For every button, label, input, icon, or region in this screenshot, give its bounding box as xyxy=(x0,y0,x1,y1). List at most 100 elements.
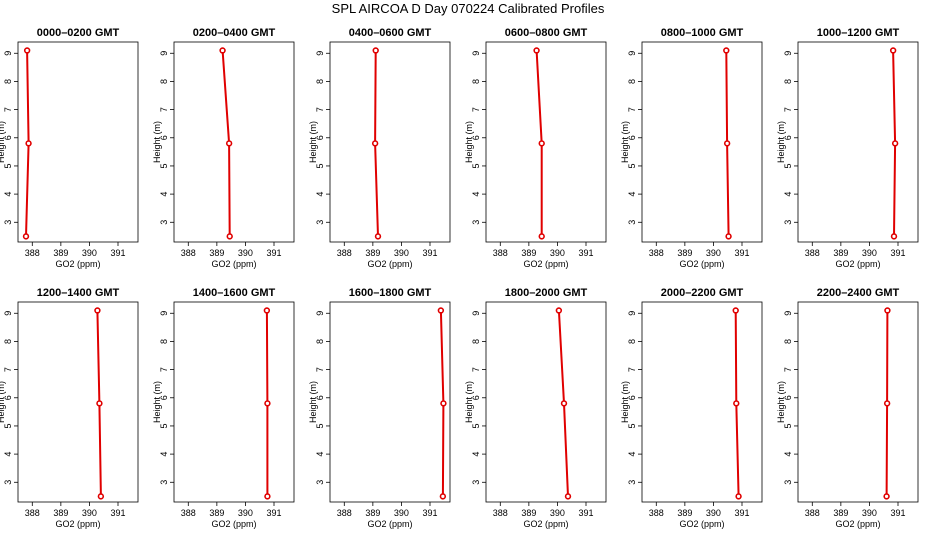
y-tick-label: 8 xyxy=(159,339,169,344)
y-tick-label: 8 xyxy=(159,79,169,84)
y-axis-label: Height (m) xyxy=(152,121,162,163)
x-tick-label: 389 xyxy=(209,508,224,518)
x-tick-label: 391 xyxy=(266,248,281,258)
x-tick-label: 390 xyxy=(706,508,721,518)
y-tick-label: 8 xyxy=(783,79,793,84)
profile-point xyxy=(372,47,379,54)
y-tick-label: 5 xyxy=(315,163,325,168)
y-tick-label: 9 xyxy=(3,51,13,56)
x-axis-label: GO2 (ppm) xyxy=(835,519,880,529)
y-tick-label: 9 xyxy=(627,51,637,56)
y-tick-label: 5 xyxy=(783,163,793,168)
x-axis-label: GO2 (ppm) xyxy=(523,519,568,529)
y-tick-label: 6 xyxy=(3,395,13,400)
x-tick-label: 388 xyxy=(649,508,664,518)
x-axis-label: GO2 (ppm) xyxy=(367,259,412,269)
profile-point xyxy=(440,400,447,407)
y-tick-label: 3 xyxy=(3,480,13,485)
y-tick-label: 8 xyxy=(471,339,481,344)
y-tick-label: 7 xyxy=(159,107,169,112)
y-tick-label: 4 xyxy=(783,192,793,197)
plot-frame xyxy=(641,301,763,503)
x-tick-label: 389 xyxy=(53,508,68,518)
y-tick-label: 6 xyxy=(627,395,637,400)
profile-point xyxy=(725,233,732,240)
x-tick-label: 389 xyxy=(833,248,848,258)
y-tick-label: 7 xyxy=(471,107,481,112)
plot-frame xyxy=(641,41,763,243)
y-tick-label: 8 xyxy=(627,79,637,84)
y-tick-label: 9 xyxy=(3,311,13,316)
profile-point xyxy=(226,233,233,240)
y-tick-label: 8 xyxy=(315,79,325,84)
panel-title: 0000–0200 GMT xyxy=(37,27,120,39)
y-axis-label: Height (m) xyxy=(776,381,786,423)
y-tick-label: 6 xyxy=(159,135,169,140)
plot-frame xyxy=(173,301,295,503)
x-tick-label: 390 xyxy=(238,508,253,518)
x-tick-label: 389 xyxy=(365,248,380,258)
y-tick-label: 3 xyxy=(627,220,637,225)
profile-point xyxy=(560,400,568,407)
profile-point xyxy=(538,140,545,147)
x-tick-label: 391 xyxy=(734,248,749,258)
profile-point xyxy=(889,47,897,54)
y-tick-label: 9 xyxy=(783,311,793,316)
x-tick-label: 390 xyxy=(706,248,721,258)
x-tick-label: 391 xyxy=(110,508,125,518)
panel-8: 1400–1600 GMT 388 389 390 391 3 4 5 6 7 8 9 GO2 (ppm… xyxy=(152,287,295,529)
profile-point xyxy=(735,493,742,500)
y-tick-label: 4 xyxy=(315,192,325,197)
x-tick-label: 391 xyxy=(578,248,593,258)
x-axis-label: GO2 (ppm) xyxy=(523,259,568,269)
panel-title: 2200–2400 GMT xyxy=(817,287,900,299)
profile-point xyxy=(733,400,740,407)
panel-4: 0600–0800 GMT 388 389 390 391 3 4 5 6 7 8 9 GO2 (ppm… xyxy=(464,27,607,269)
plot-frame xyxy=(173,41,295,243)
y-tick-label: 5 xyxy=(783,423,793,428)
y-tick-label: 3 xyxy=(471,480,481,485)
x-tick-label: 388 xyxy=(493,508,508,518)
x-tick-label: 391 xyxy=(266,508,281,518)
y-tick-label: 6 xyxy=(3,135,13,140)
y-tick-label: 7 xyxy=(3,367,13,372)
profile-point xyxy=(439,493,447,500)
x-tick-label: 389 xyxy=(677,508,692,518)
x-tick-label: 388 xyxy=(181,248,196,258)
y-tick-label: 3 xyxy=(315,480,325,485)
y-tick-label: 4 xyxy=(471,452,481,457)
y-tick-label: 4 xyxy=(627,452,637,457)
x-tick-label: 388 xyxy=(805,248,820,258)
y-tick-label: 9 xyxy=(159,311,169,316)
x-axis-label: GO2 (ppm) xyxy=(55,259,100,269)
y-axis-label: Height (m) xyxy=(464,121,474,163)
x-tick-label: 388 xyxy=(493,248,508,258)
y-tick-label: 8 xyxy=(783,339,793,344)
y-tick-label: 3 xyxy=(159,220,169,225)
y-tick-label: 4 xyxy=(159,452,169,457)
x-tick-label: 388 xyxy=(649,248,664,258)
panel-10: 1800–2000 GMT 388 389 390 391 3 4 5 6 7 8 9 GO2 (ppm… xyxy=(464,287,607,529)
x-tick-label: 388 xyxy=(181,508,196,518)
x-axis-label: GO2 (ppm) xyxy=(679,259,724,269)
panel-title: 0400–0600 GMT xyxy=(349,27,432,39)
profile-point xyxy=(533,47,540,54)
profile-point xyxy=(97,493,105,500)
x-tick-label: 391 xyxy=(578,508,593,518)
panel-title: 2000–2200 GMT xyxy=(661,287,744,299)
x-tick-label: 391 xyxy=(890,248,905,258)
y-tick-label: 7 xyxy=(159,367,169,372)
x-tick-label: 388 xyxy=(337,508,352,518)
y-tick-label: 8 xyxy=(3,79,13,84)
y-tick-label: 6 xyxy=(471,135,481,140)
x-tick-label: 390 xyxy=(394,508,409,518)
panel-title: 1800–2000 GMT xyxy=(505,287,588,299)
x-tick-label: 389 xyxy=(209,248,224,258)
panel-title: 1200–1400 GMT xyxy=(37,287,120,299)
profile-point xyxy=(219,47,226,54)
panel-11: 2000–2200 GMT 388 389 390 391 3 4 5 6 7 8 9 GO2 (ppm… xyxy=(620,287,763,529)
x-tick-label: 389 xyxy=(521,248,536,258)
y-tick-label: 9 xyxy=(627,311,637,316)
y-tick-label: 6 xyxy=(159,395,169,400)
